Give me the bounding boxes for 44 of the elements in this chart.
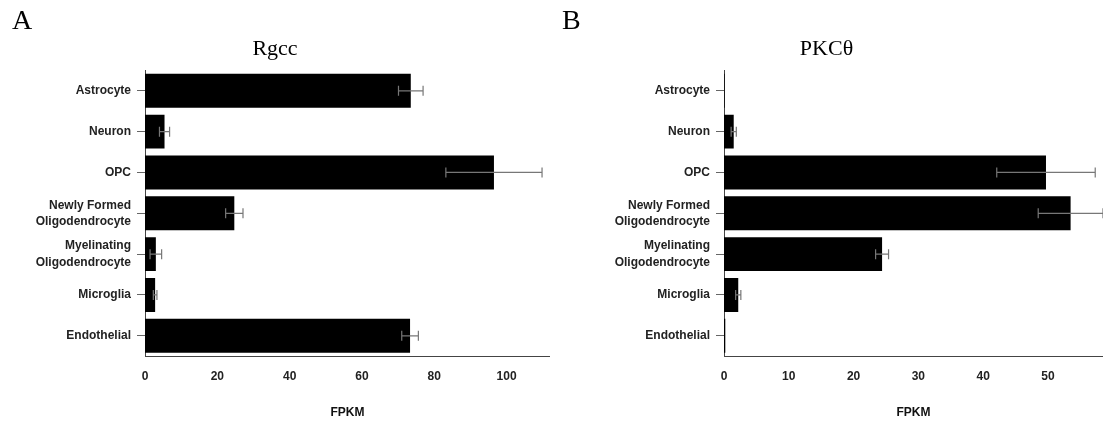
x-tick-label: 60 — [355, 368, 369, 383]
text: B — [562, 4, 581, 36]
y-tick-label: Newly Formed Oligodendrocyte — [35, 197, 132, 228]
bar — [724, 278, 739, 312]
y-tick-label: Astrocyte — [75, 83, 132, 98]
x-tick-label: 30 — [911, 368, 926, 383]
y-tick-label: Myelinating Oligodendrocyte — [35, 238, 132, 269]
y-tick-label: OPC — [683, 164, 711, 179]
bar — [724, 196, 1071, 231]
x-tick-label: 50 — [1041, 368, 1055, 383]
x-tick-label: 40 — [976, 368, 991, 383]
y-tick-label: Microglia — [78, 287, 132, 302]
bar — [724, 155, 1046, 190]
y-tick-label: Neuron — [89, 123, 131, 138]
bar — [724, 237, 883, 272]
bar — [724, 114, 734, 149]
x-tick-label: 0 — [720, 368, 728, 383]
x-tick-label: 20 — [846, 368, 861, 383]
x-tick-label: 80 — [427, 368, 442, 383]
bar — [145, 318, 411, 353]
chart-title: Rgcc — [252, 34, 298, 60]
bar — [145, 114, 165, 149]
x-axis-title: FPKM — [896, 405, 931, 420]
x-tick-label: 100 — [496, 368, 517, 383]
bar — [145, 155, 494, 190]
x-tick-label: 20 — [210, 368, 225, 383]
y-tick-label: Astrocyte — [654, 83, 711, 98]
x-axis-title: FPKM — [330, 405, 365, 420]
y-tick-label: Endothelial — [66, 328, 131, 343]
y-tick-label: Myelinating Oligodendrocyte — [614, 238, 711, 269]
chart-title: PKCθ — [799, 34, 854, 60]
x-tick-label: 10 — [782, 368, 796, 383]
y-tick-label: OPC — [104, 164, 132, 179]
bar — [145, 278, 156, 312]
y-tick-label: Newly Formed Oligodendrocyte — [614, 197, 711, 228]
x-tick-label: 40 — [282, 368, 297, 383]
bar — [145, 237, 156, 272]
y-tick-label: Endothelial — [645, 328, 710, 343]
y-tick-label: Microglia — [657, 287, 711, 302]
x-tick-label: 0 — [141, 368, 149, 383]
bar — [145, 73, 411, 108]
text: A — [12, 4, 33, 36]
bar — [145, 196, 235, 231]
y-tick-label: Neuron — [668, 123, 710, 138]
